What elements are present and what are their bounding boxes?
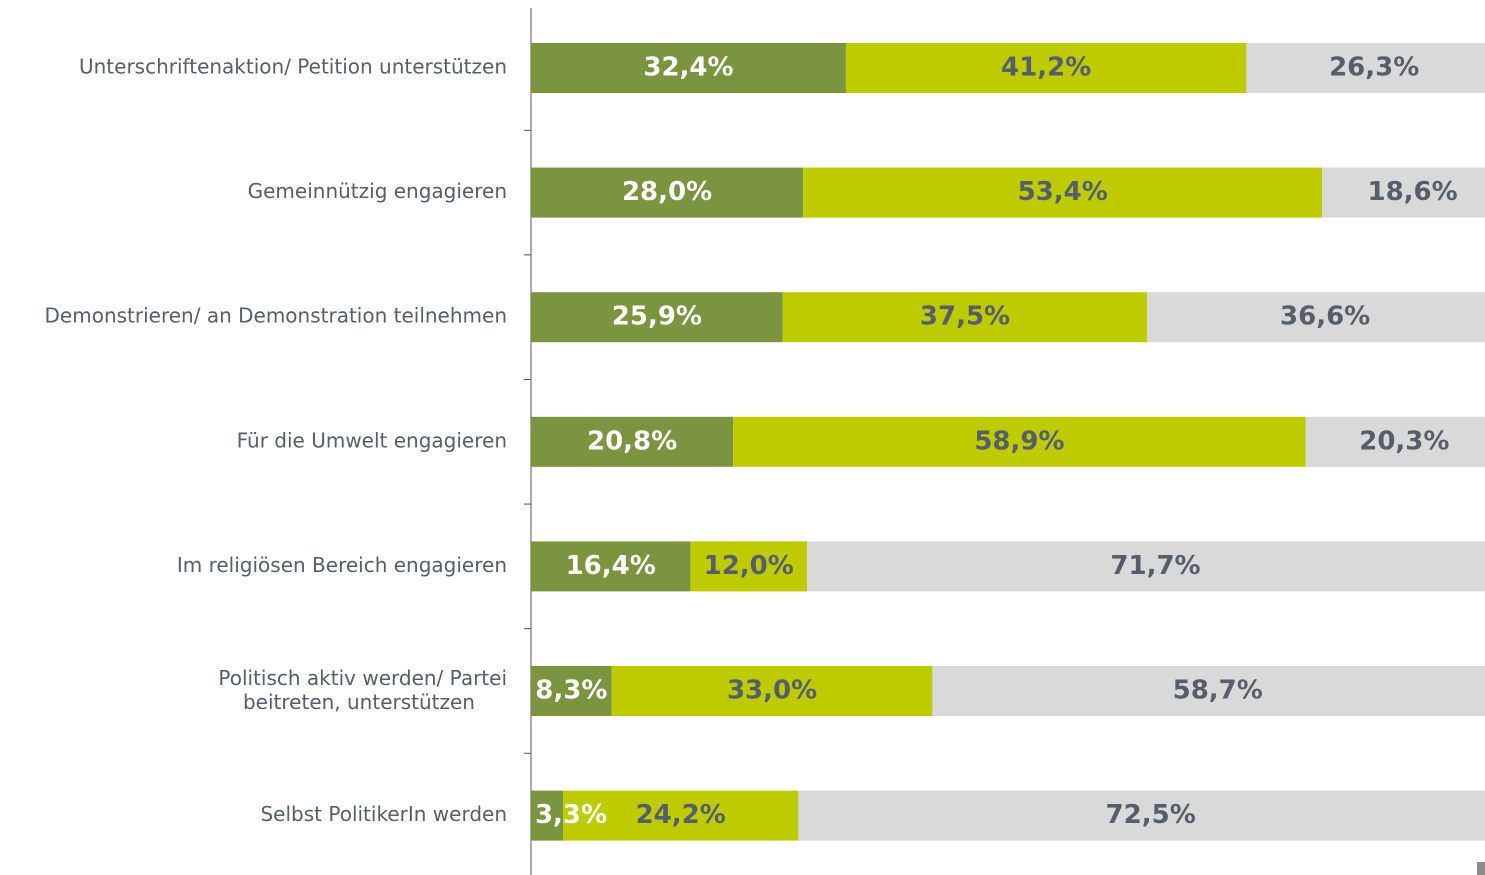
category-label-line: Politisch aktiv werden/ Partei bbox=[218, 666, 507, 690]
value-label: 71,7% bbox=[1110, 551, 1200, 581]
bar-segment bbox=[531, 541, 691, 592]
value-label: 36,6% bbox=[1280, 302, 1370, 332]
bar-segment bbox=[531, 666, 612, 716]
value-label: 20,8% bbox=[587, 426, 677, 456]
bar-segment bbox=[782, 292, 1148, 343]
category-label: Im religiösen Bereich engagieren bbox=[177, 553, 507, 577]
value-label: 28,0% bbox=[622, 177, 712, 207]
value-label: 37,5% bbox=[920, 302, 1010, 332]
value-label: 24,2% bbox=[636, 800, 726, 830]
category-label: Demonstrieren/ an Demonstration teilnehm… bbox=[45, 304, 507, 328]
value-label: 58,9% bbox=[974, 426, 1064, 456]
bar-segment bbox=[845, 43, 1247, 93]
value-label: 8,3% bbox=[535, 676, 607, 706]
category-label: Politisch aktiv werden/ Partei beitreten,… bbox=[218, 666, 507, 714]
corner-mark bbox=[1477, 862, 1485, 875]
category-label-line: beitreten, unterstützen bbox=[243, 690, 475, 714]
value-label: 26,3% bbox=[1329, 53, 1419, 83]
value-label: 16,4% bbox=[566, 551, 656, 581]
value-label: 18,6% bbox=[1368, 177, 1458, 207]
category-label: Selbst PolitikerIn werden bbox=[260, 802, 507, 826]
value-label: 25,9% bbox=[612, 302, 702, 332]
bar-segment bbox=[1246, 43, 1485, 93]
bar-segment bbox=[807, 541, 1485, 592]
category-label: Gemeinnützig engagieren bbox=[248, 179, 507, 203]
bar-segment bbox=[531, 790, 564, 841]
value-label: 32,4% bbox=[643, 53, 733, 83]
bar-segment bbox=[531, 416, 734, 467]
bar-segment bbox=[798, 790, 1485, 841]
value-label: 41,2% bbox=[1001, 53, 1091, 83]
value-label: 72,5% bbox=[1106, 800, 1196, 830]
bar-segment bbox=[1305, 416, 1485, 467]
value-label: 33,0% bbox=[727, 676, 817, 706]
bar-segment bbox=[932, 666, 1485, 716]
bar-segment bbox=[803, 167, 1323, 218]
category-label: Für die Umwelt engagieren bbox=[237, 428, 507, 452]
bar-segment bbox=[531, 167, 804, 218]
bar-segment bbox=[531, 43, 846, 93]
bar-segment bbox=[531, 292, 783, 343]
value-label: 53,4% bbox=[1018, 177, 1108, 207]
bar-segment bbox=[1322, 167, 1485, 218]
category-label: Unterschriftenaktion/ Petition unterstüt… bbox=[79, 55, 507, 79]
value-label: 20,3% bbox=[1359, 426, 1449, 456]
bar-segment bbox=[690, 541, 808, 592]
value-label: 12,0% bbox=[704, 551, 794, 581]
bar-segment bbox=[1147, 292, 1485, 343]
bar-segment bbox=[563, 790, 799, 841]
value-label: 58,7% bbox=[1173, 676, 1263, 706]
bar-segment bbox=[611, 666, 933, 716]
value-label: 3,3% bbox=[535, 800, 607, 830]
bar-segment bbox=[733, 416, 1306, 467]
